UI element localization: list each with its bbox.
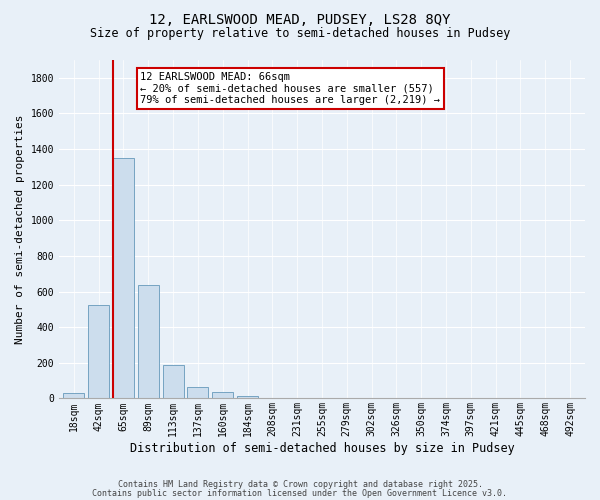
X-axis label: Distribution of semi-detached houses by size in Pudsey: Distribution of semi-detached houses by …: [130, 442, 514, 455]
Bar: [163, 366, 184, 398]
Bar: [212, 392, 233, 398]
Text: 12, EARLSWOOD MEAD, PUDSEY, LS28 8QY: 12, EARLSWOOD MEAD, PUDSEY, LS28 8QY: [149, 12, 451, 26]
Bar: [138, 286, 159, 399]
Bar: [88, 304, 109, 398]
Text: 12 EARLSWOOD MEAD: 66sqm
← 20% of semi-detached houses are smaller (557)
79% of : 12 EARLSWOOD MEAD: 66sqm ← 20% of semi-d…: [140, 72, 440, 105]
Bar: [187, 387, 208, 398]
Bar: [63, 393, 85, 398]
Text: Contains HM Land Registry data © Crown copyright and database right 2025.: Contains HM Land Registry data © Crown c…: [118, 480, 482, 489]
Bar: [237, 396, 258, 398]
Y-axis label: Number of semi-detached properties: Number of semi-detached properties: [15, 114, 25, 344]
Text: Contains public sector information licensed under the Open Government Licence v3: Contains public sector information licen…: [92, 490, 508, 498]
Text: Size of property relative to semi-detached houses in Pudsey: Size of property relative to semi-detach…: [90, 28, 510, 40]
Bar: [113, 158, 134, 398]
